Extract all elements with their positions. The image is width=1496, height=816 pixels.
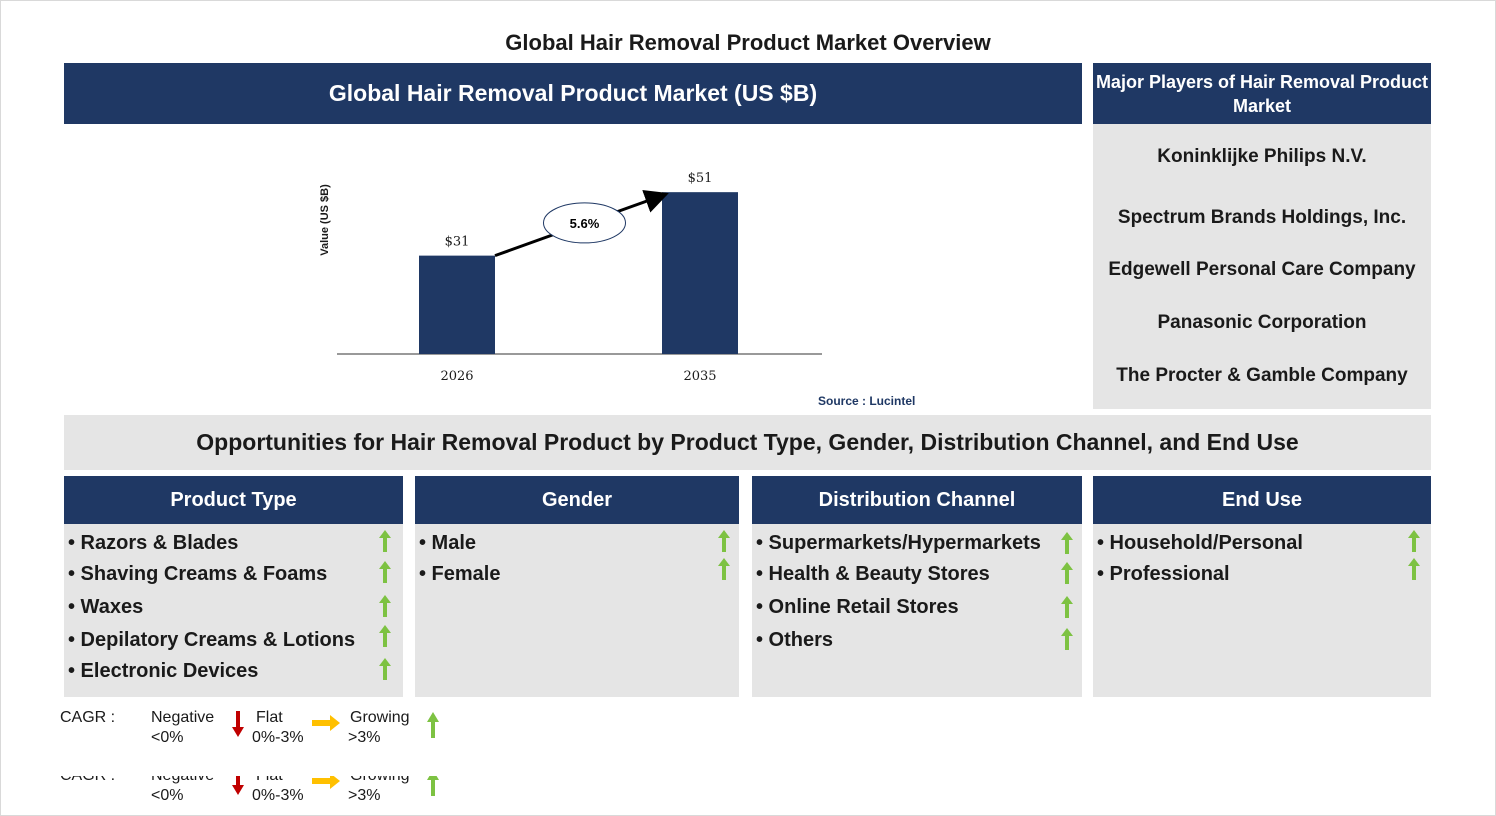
negative-arrow-icon: [232, 776, 244, 795]
legend-flat-range: 0%-3%: [252, 729, 304, 746]
market-bar-chart: Value (US $B) $31 2026 $51 2035 5.6%: [319, 171, 822, 384]
growing-arrow-icon: [1408, 530, 1420, 552]
segment-item: • Health & Beauty Stores: [756, 563, 990, 585]
growing-arrow-icon: [379, 625, 391, 647]
legend-flat-label: Flat: [256, 709, 283, 726]
legend-negative-label: Negative: [151, 709, 215, 726]
growing-arrow-icon: [1061, 596, 1073, 618]
x-tick-label: 2026: [440, 369, 473, 384]
bar-2026: [419, 255, 495, 354]
growing-arrow-icon: [379, 561, 391, 583]
growing-arrow-icon: [427, 776, 439, 796]
player-item: Panasonic Corporation: [1157, 312, 1367, 333]
chart-header: Global Hair Removal Product Market (US $…: [64, 63, 1082, 124]
legend-negative-range: <0%: [151, 729, 184, 746]
player-item: The Procter & Gamble Company: [1116, 365, 1408, 386]
player-item: Koninklijke Philips N.V.: [1157, 146, 1367, 167]
y-axis-label: Value (US $B): [319, 184, 331, 256]
players-header: Major Players of Hair Removal Product Ma…: [1093, 63, 1431, 124]
segment-item: • Female: [419, 563, 501, 585]
segment-item: • Professional: [1097, 563, 1230, 585]
segment-header-gender: Gender: [415, 476, 739, 524]
legend-negative-range: <0%: [151, 787, 184, 804]
opportunities-title: Opportunities for Hair Removal Product b…: [64, 415, 1431, 470]
segment-item: • Male: [419, 532, 477, 554]
legend-cagr-label: CAGR :: [60, 709, 116, 726]
segment-item: • Depilatory Creams & Lotions: [68, 629, 356, 651]
legend-growing-range: >3%: [348, 787, 381, 804]
growing-arrow-icon: [379, 595, 391, 617]
legend-negative-label: Negative: [151, 776, 214, 786]
growing-arrow-icon: [427, 712, 439, 738]
legend-flat-range: 0%-3%: [252, 787, 304, 804]
segment-body-distribution-channel: • Supermarkets/Hypermarkets • Health & B…: [752, 524, 1082, 697]
growing-arrow-icon: [718, 558, 730, 580]
bar-value-label: $31: [445, 235, 470, 250]
player-item: Edgewell Personal Care Company: [1108, 259, 1416, 280]
bar-value-label: $51: [688, 171, 713, 186]
segment-item: • Supermarkets/Hypermarkets: [756, 532, 1041, 554]
growing-arrow-icon: [1061, 628, 1073, 650]
x-tick-label: 2035: [683, 369, 716, 384]
segment-item: • Razors & Blades: [68, 532, 239, 554]
segment-item: • Household/Personal: [1097, 532, 1303, 554]
growing-arrow-icon: [379, 658, 391, 680]
page-title: Global Hair Removal Product Market Overv…: [505, 30, 991, 55]
growing-arrow-icon: [1408, 558, 1420, 580]
segment-item: • Online Retail Stores: [756, 596, 959, 618]
segment-body-end-use: • Household/Personal • Professional: [1093, 524, 1431, 697]
legend-flat-label: Flat: [256, 776, 283, 786]
growing-arrow-icon: [379, 530, 391, 552]
legend-growing-label: Growing: [350, 709, 410, 726]
growing-arrow-icon: [718, 530, 730, 552]
legend-cagr-label: CAGR :: [60, 776, 115, 786]
segment-header-distribution-channel: Distribution Channel: [752, 476, 1082, 524]
growing-arrow-icon: [1061, 562, 1073, 584]
negative-arrow-icon: [232, 711, 244, 737]
source-note: Source : Lucintel: [818, 394, 916, 408]
segment-item: • Waxes: [68, 596, 144, 618]
flat-arrow-icon: [312, 776, 340, 789]
segment-item: • Electronic Devices: [68, 660, 259, 682]
segment-body-product-type: • Razors & Blades • Shaving Creams & Foa…: [64, 524, 403, 697]
segment-body-gender: • Male • Female: [415, 524, 739, 697]
bar-2035: [662, 192, 738, 354]
segment-item: • Shaving Creams & Foams: [68, 563, 328, 585]
segment-item: • Others: [756, 629, 834, 651]
players-list: Koninklijke Philips N.V. Spectrum Brands…: [1093, 124, 1431, 409]
segment-header-product-type: Product Type: [64, 476, 403, 524]
flat-arrow-icon: [312, 715, 340, 731]
cagr-bubble: [543, 202, 626, 244]
cagr-label: 5.6%: [570, 216, 600, 231]
legend-growing-range: >3%: [348, 729, 381, 746]
segment-header-end-use: End Use: [1093, 476, 1431, 524]
growing-arrow-icon: [1061, 532, 1073, 554]
player-item: Spectrum Brands Holdings, Inc.: [1117, 207, 1407, 228]
legend-growing-label: Growing: [350, 776, 410, 786]
legend-duplicate: CAGR : Negative <0% Flat 0%-3% Growing >…: [0, 776, 460, 816]
